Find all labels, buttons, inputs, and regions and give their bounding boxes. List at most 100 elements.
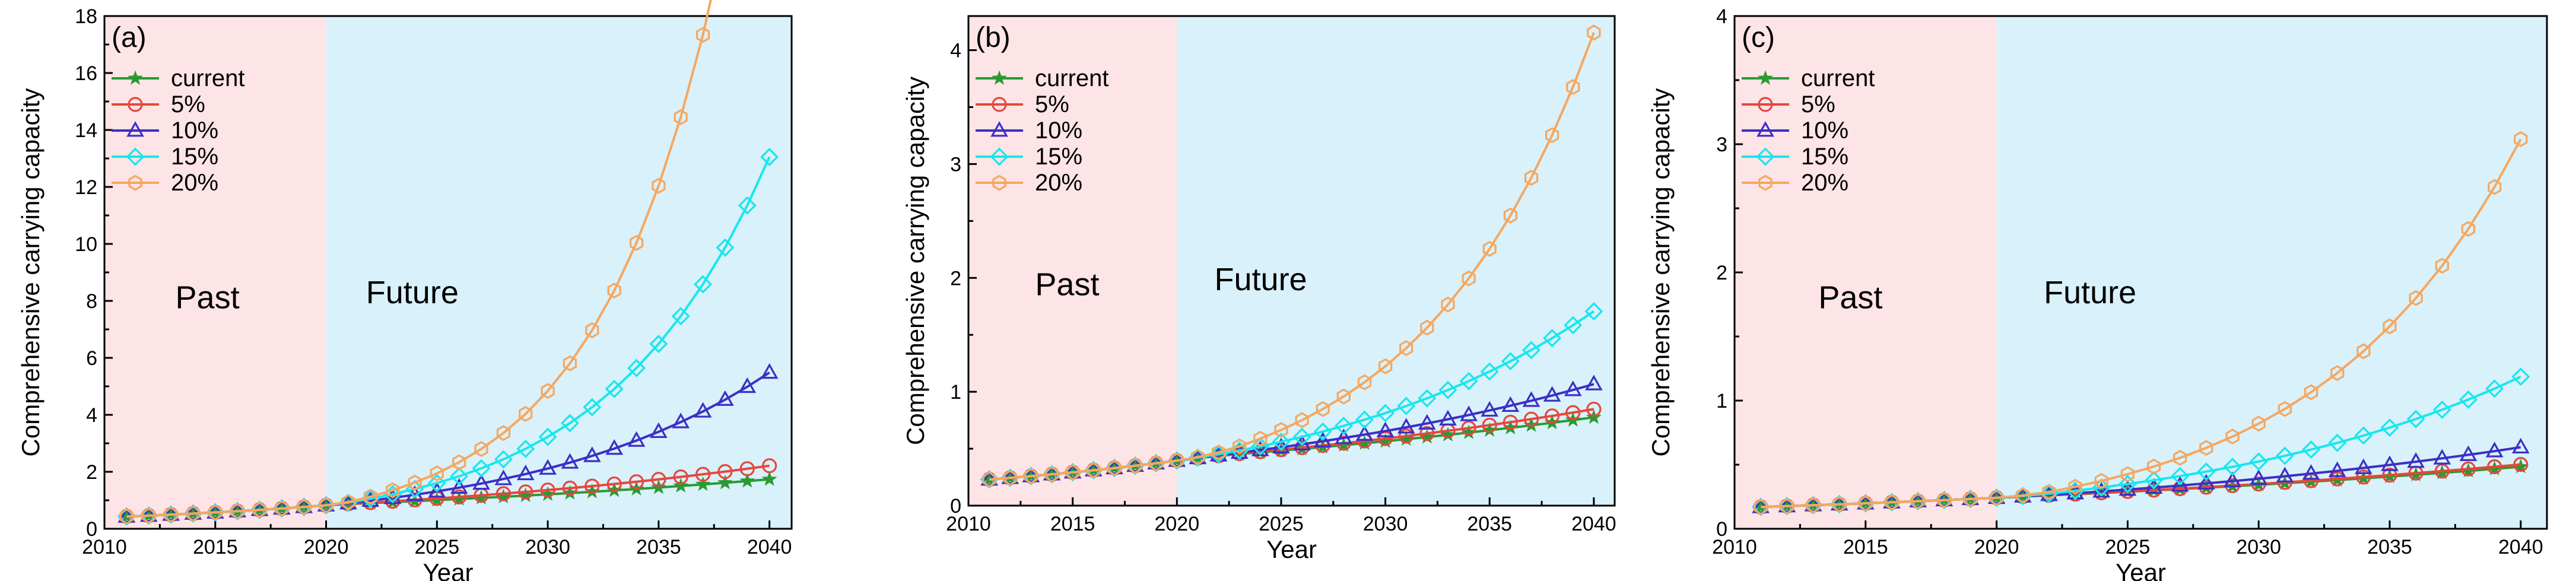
data-point-triangle <box>2381 455 2399 471</box>
panel-label: (c) <box>1742 22 1775 53</box>
data-point-triangle <box>2171 476 2189 492</box>
data-point-hexagon <box>1087 462 1101 478</box>
data-point-circle <box>1565 405 1581 420</box>
data-point-hexagon <box>1295 412 1309 428</box>
data-point-hexagon <box>1482 240 1497 257</box>
y-tick-label: 3 <box>950 153 961 176</box>
x-tick-label: 2030 <box>2236 536 2281 558</box>
data-point-hexagon <box>1859 495 1873 512</box>
legend-marker-triangle <box>990 121 1008 137</box>
legend-label: 15% <box>1035 144 1082 170</box>
data-point-triangle <box>539 459 557 475</box>
y-tick-label: 4 <box>86 404 97 427</box>
data-point-diamond <box>1543 329 1562 348</box>
data-point-triangle <box>494 469 513 485</box>
data-point-hexagon <box>1274 422 1288 438</box>
data-point-diamond <box>1501 352 1520 371</box>
data-point-hexagon <box>1003 469 1017 486</box>
data-point-triangle <box>561 453 579 469</box>
data-point-triangle <box>2276 466 2294 482</box>
x-tick-label: 2020 <box>1154 513 1199 535</box>
x-tick-label: 2020 <box>1974 536 2019 558</box>
data-point-diamond <box>1459 372 1478 390</box>
data-point-diamond <box>450 466 469 485</box>
data-point-triangle <box>1314 431 1332 447</box>
data-point-hexagon <box>695 27 710 43</box>
data-point-diamond <box>2118 475 2137 494</box>
data-point-circle <box>562 480 578 496</box>
data-point-hexagon <box>275 500 289 517</box>
data-point-circle <box>695 466 711 482</box>
data-point-circle <box>606 476 622 492</box>
legend-label: 10% <box>1035 118 1082 144</box>
legend-marker-diamond <box>126 147 145 166</box>
y-tick-label: 0 <box>950 495 961 517</box>
data-point-hexagon <box>652 177 666 194</box>
data-point-hexagon <box>186 505 200 522</box>
x-tick-label: 2035 <box>636 536 681 558</box>
data-point-diamond <box>1522 341 1540 360</box>
data-point-diamond <box>2197 462 2216 481</box>
data-point-diamond <box>2249 452 2268 471</box>
data-point-hexagon <box>2173 450 2187 466</box>
data-point-hexagon <box>2199 440 2213 456</box>
legend-marker-circle <box>128 97 143 112</box>
x-tick-label: 2035 <box>2367 536 2412 558</box>
x-tick-label: 2015 <box>1050 513 1095 535</box>
data-point-diamond <box>1272 432 1291 451</box>
data-point-triangle <box>450 478 468 494</box>
data-point-hexagon <box>2356 343 2371 360</box>
y-tick-label: 1 <box>1716 390 1727 412</box>
legend-marker-star <box>1758 70 1773 85</box>
x-axis-label: Year <box>423 558 474 581</box>
data-point-hexagon <box>341 494 355 510</box>
y-tick-label: 0 <box>1716 518 1727 541</box>
data-point-triangle <box>2250 469 2268 485</box>
data-point-hexagon <box>1233 438 1247 455</box>
legend-label: 10% <box>1801 118 1848 144</box>
x-tick-label: 2025 <box>2105 536 2151 558</box>
data-point-triangle <box>716 390 734 406</box>
data-point-diamond <box>560 414 579 433</box>
data-point-diamond <box>2354 426 2373 445</box>
data-point-circle <box>1523 411 1539 427</box>
data-point-diamond <box>2223 458 2242 477</box>
data-point-triangle <box>2302 464 2320 480</box>
data-point-diamond <box>760 148 779 166</box>
data-point-hexagon <box>1566 79 1580 96</box>
data-point-circle <box>585 478 600 494</box>
y-axis-label: Comprehensive carrying capacity <box>1647 88 1675 457</box>
data-point-hexagon <box>385 482 400 499</box>
data-point-diamond <box>2275 446 2294 465</box>
data-point-diamond <box>738 196 757 215</box>
data-point-hexagon <box>474 441 488 457</box>
x-tick-label: 2035 <box>1467 513 1512 535</box>
data-point-hexagon <box>1357 374 1372 390</box>
data-point-hexagon <box>1462 270 1476 287</box>
data-point-hexagon <box>563 355 577 372</box>
legend-label: current <box>171 65 245 91</box>
data-point-triangle <box>2407 452 2425 468</box>
x-tick-label: 2015 <box>1843 536 1888 558</box>
y-axis-label: Comprehensive carrying capacity <box>901 77 929 445</box>
data-point-hexagon <box>1190 449 1205 465</box>
data-point-hexagon <box>1806 497 1821 513</box>
data-point-diamond <box>2145 471 2164 490</box>
data-point-diamond <box>2485 379 2504 398</box>
data-point-hexagon <box>541 383 555 399</box>
region-label-future: Future <box>1215 262 1307 297</box>
data-point-triangle <box>1564 380 1582 396</box>
data-point-hexagon <box>2409 290 2423 306</box>
y-tick-label: 10 <box>75 233 97 256</box>
legend-label: 10% <box>171 118 218 144</box>
data-point-circle <box>2513 456 2529 472</box>
legend-marker-hexagon <box>128 174 142 191</box>
data-point-diamond <box>2432 400 2451 419</box>
y-tick-label: 0 <box>86 518 97 541</box>
y-tick-label: 3 <box>1716 134 1727 156</box>
y-tick-label: 18 <box>75 5 97 28</box>
data-point-hexagon <box>2383 318 2397 335</box>
data-point-circle <box>518 484 533 500</box>
data-point-diamond <box>605 379 624 398</box>
region-label-past: Past <box>1035 266 1099 302</box>
